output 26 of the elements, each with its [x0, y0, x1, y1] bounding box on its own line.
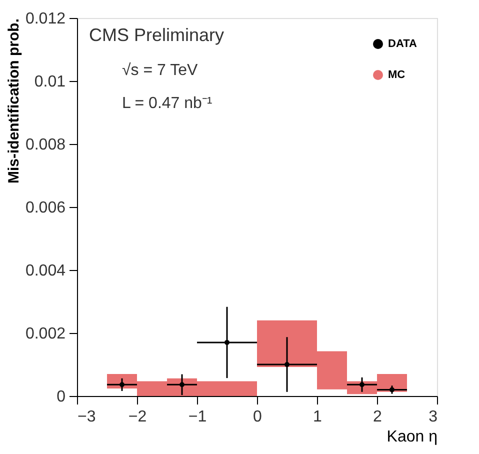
y-tick-label: 0.004	[25, 262, 66, 280]
annotation: L = 0.47 nb⁻¹	[122, 95, 212, 112]
y-tick-label: 0	[56, 388, 66, 406]
x-tick-label: 0	[253, 408, 262, 426]
x-tick-label: −3	[78, 408, 96, 426]
annotation: CMS Preliminary	[89, 25, 224, 45]
legend-label: MC	[388, 69, 406, 81]
legend-label: DATA	[388, 38, 417, 50]
point	[360, 382, 364, 388]
y-tick-label: 0.006	[25, 200, 66, 216]
point	[224, 340, 230, 345]
point	[120, 382, 124, 388]
y-tick-label: 0.01	[34, 74, 66, 90]
point	[284, 362, 290, 367]
annotation: √s = 7 TeV	[122, 62, 198, 79]
x-tick-label: 2	[373, 408, 382, 426]
y-tick-label: 0.012	[25, 10, 66, 28]
y-tick-label: 0.008	[25, 136, 66, 154]
point	[180, 382, 184, 388]
x-tick-label: −1	[188, 408, 207, 426]
x-tick-label: 1	[313, 408, 322, 426]
x-tick-label: 3	[428, 408, 438, 426]
x-tick-label: −2	[128, 408, 147, 426]
y-axis-title: Mis-identification prob.	[5, 18, 22, 184]
x-axis-title: Kaon η	[386, 428, 438, 446]
y-tick-label: 0.002	[25, 326, 66, 342]
